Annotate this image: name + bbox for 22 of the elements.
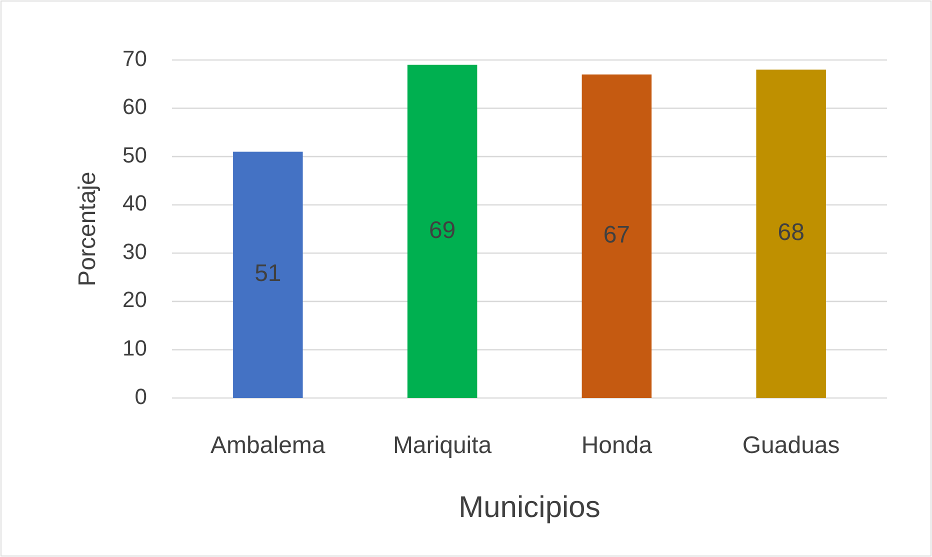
- y-tick-label: 70: [122, 46, 147, 71]
- x-tick-label: Mariquita: [392, 432, 492, 459]
- data-label: 69: [428, 216, 456, 244]
- y-tick-label: 0: [134, 384, 147, 409]
- x-tick-label: Honda: [581, 432, 653, 459]
- bar: [582, 74, 652, 398]
- bar: [233, 152, 303, 398]
- data-label: 51: [254, 260, 282, 288]
- y-tick-label: 60: [122, 94, 147, 120]
- x-tick-label: Ambalema: [210, 432, 326, 459]
- data-label: 68: [778, 219, 804, 246]
- y-tick-label: 10: [122, 336, 147, 361]
- x-tick-label: Guaduas: [742, 432, 840, 459]
- bar: [756, 70, 826, 398]
- y-axis-title: Porcentaje: [74, 172, 101, 286]
- x-axis-title: Municipios: [458, 491, 600, 524]
- data-label: 67: [603, 222, 630, 249]
- y-tick-label: 20: [122, 287, 147, 312]
- y-tick-label: 50: [122, 142, 147, 168]
- y-tick-label: 40: [122, 190, 147, 216]
- bar: [407, 64, 478, 398]
- y-tick-label: 30: [122, 238, 147, 264]
